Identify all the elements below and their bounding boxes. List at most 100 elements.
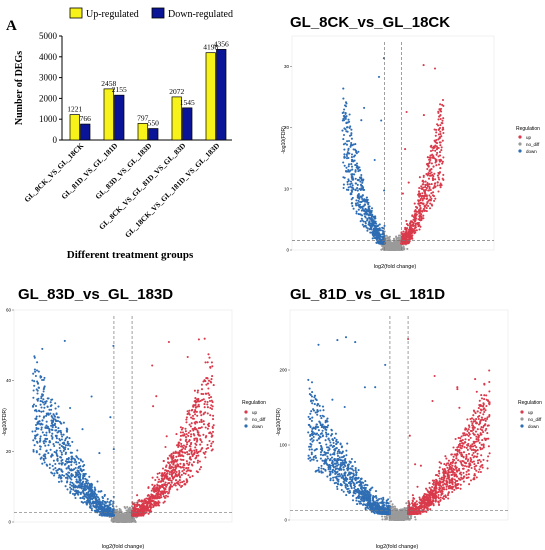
data-point: [79, 491, 82, 494]
data-label-up: 4198: [203, 43, 218, 52]
data-point: [132, 507, 135, 510]
data-point: [354, 202, 357, 205]
data-point: [193, 449, 196, 452]
data-point: [79, 459, 83, 462]
data-point: [180, 442, 183, 445]
data-point: [204, 426, 207, 429]
y-tick-label: 0: [286, 248, 289, 253]
data-point: [186, 410, 189, 413]
data-point: [92, 497, 95, 500]
data-point: [206, 376, 209, 380]
data-point: [439, 167, 442, 170]
data-point: [438, 126, 442, 130]
data-point: [207, 392, 210, 395]
data-point: [168, 470, 171, 474]
data-point: [184, 427, 187, 430]
data-point: [116, 508, 119, 511]
data-point: [414, 231, 417, 234]
data-point: [210, 407, 214, 411]
data-point: [64, 444, 68, 447]
data-point: [68, 460, 71, 463]
data-point: [140, 500, 143, 503]
data-point: [406, 234, 410, 237]
data-point: [34, 404, 38, 408]
data-point: [121, 514, 124, 517]
data-point: [200, 440, 203, 444]
data-point: [40, 410, 43, 413]
data-point: [57, 480, 61, 483]
data-point: [435, 141, 438, 144]
data-point: [169, 467, 172, 470]
data-point: [434, 178, 437, 181]
data-point: [49, 412, 52, 415]
data-point: [113, 517, 117, 520]
data-point: [208, 399, 212, 403]
data-point: [68, 437, 71, 440]
data-point: [378, 241, 381, 245]
data-point: [435, 160, 438, 163]
data-point: [72, 488, 75, 491]
data-point: [207, 446, 210, 450]
data-point: [392, 237, 396, 240]
data-point: [162, 459, 165, 462]
data-point: [364, 208, 367, 211]
data-point: [428, 187, 431, 190]
data-point: [396, 243, 399, 246]
data-point: [345, 143, 349, 146]
data-point: [134, 514, 138, 517]
data-point: [185, 421, 188, 424]
data-point: [137, 499, 140, 502]
data-point: [184, 445, 187, 448]
data-point: [39, 457, 42, 460]
data-point: [360, 184, 363, 187]
data-point: [205, 383, 208, 386]
data-point: [430, 192, 433, 195]
data-point: [211, 405, 214, 408]
data-point: [402, 230, 405, 233]
data-point: [347, 148, 350, 152]
data-point: [159, 485, 162, 488]
data-point: [370, 231, 373, 234]
data-point: [52, 443, 55, 446]
data-point: [47, 444, 50, 447]
data-point: [45, 450, 48, 453]
data-point: [435, 153, 438, 156]
data-point: [181, 470, 184, 473]
data-point: [357, 213, 360, 216]
data-point: [199, 438, 202, 441]
data-point: [206, 443, 209, 446]
data-point: [416, 206, 419, 209]
data-point: [193, 451, 196, 454]
data-point: [357, 199, 360, 202]
data-point: [171, 477, 175, 480]
data-point: [208, 432, 211, 435]
data-point: [413, 229, 416, 232]
data-point: [345, 166, 348, 169]
data-point: [381, 233, 384, 236]
data-point: [372, 235, 375, 238]
data-point: [431, 177, 434, 180]
data-point: [154, 494, 157, 498]
data-point: [343, 164, 346, 167]
data-point: [442, 173, 445, 176]
data-point: [157, 502, 160, 505]
data-point: [56, 459, 59, 462]
data-point: [65, 429, 68, 432]
data-point: [178, 452, 181, 455]
data-point: [54, 407, 57, 410]
data-point: [182, 444, 185, 447]
data-point: [123, 516, 127, 519]
data-point: [173, 460, 176, 463]
data-point: [403, 233, 406, 236]
data-point: [147, 506, 151, 509]
data-point: [368, 211, 371, 214]
data-point: [200, 448, 203, 451]
data-point: [415, 213, 418, 216]
data-point: [441, 177, 444, 180]
data-point: [371, 213, 374, 216]
data-point: [59, 456, 62, 459]
data-point: [36, 392, 39, 395]
data-point: [115, 505, 118, 508]
data-point: [165, 490, 168, 493]
data-point: [183, 483, 186, 486]
